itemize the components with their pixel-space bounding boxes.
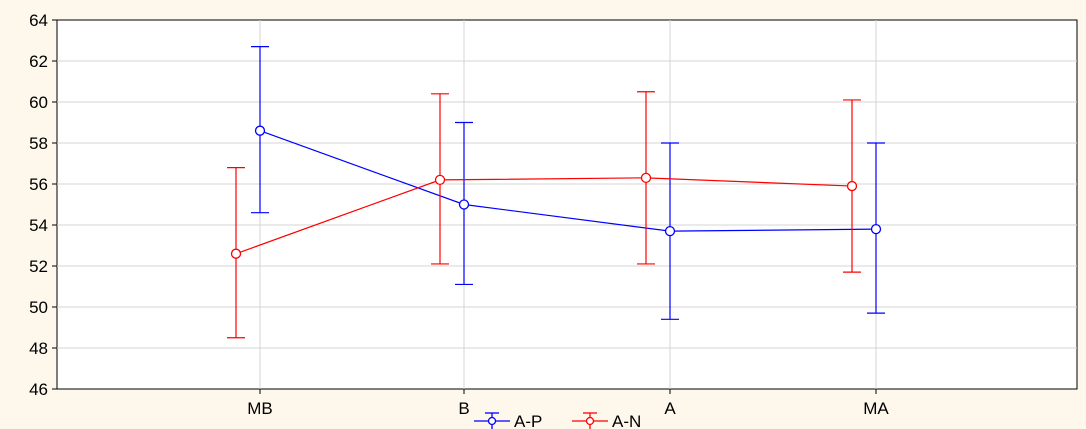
series-A-N: [227, 91, 861, 339]
plot-area: [56, 19, 1078, 390]
x-axis: MB B A MA: [247, 389, 889, 418]
series-line: [235, 177, 853, 255]
y-tick-label: 52: [29, 257, 48, 276]
y-axis: 46 48 50 52 54 56 58 60 62 64: [29, 11, 57, 399]
y-tick-label: 46: [29, 380, 48, 399]
series-layer: [227, 46, 885, 339]
data-point: [640, 172, 652, 184]
legend-item-A-P: A-P: [474, 412, 542, 429]
x-tick-label: MB: [247, 399, 273, 418]
x-tick-label: MA: [863, 399, 889, 418]
legend-item-A-N: A-N: [572, 412, 641, 429]
y-tick-label: 48: [29, 339, 48, 358]
y-tick-label: 54: [29, 216, 48, 235]
legend: A-P A-N: [474, 412, 641, 429]
data-point: [458, 199, 470, 210]
x-tick-label: A: [664, 399, 676, 418]
data-point: [870, 223, 882, 235]
y-tick-label: 62: [29, 52, 48, 71]
legend-marker: [487, 416, 497, 426]
series-A-P: [251, 46, 885, 320]
data-point: [254, 125, 266, 136]
data-point: [664, 225, 676, 237]
x-tick-label: B: [458, 399, 469, 418]
legend-marker: [585, 416, 595, 426]
y-tick-label: 60: [29, 93, 48, 112]
legend-label: A-N: [612, 412, 641, 429]
grid: [57, 20, 1077, 389]
y-tick-label: 58: [29, 134, 48, 153]
data-point: [846, 180, 858, 192]
y-tick-label: 50: [29, 298, 48, 317]
series-line: [259, 130, 877, 232]
y-tick-label: 64: [29, 11, 48, 30]
data-point: [230, 248, 242, 259]
y-tick-label: 56: [29, 175, 48, 194]
legend-label: A-P: [514, 412, 542, 429]
data-point: [434, 174, 446, 186]
